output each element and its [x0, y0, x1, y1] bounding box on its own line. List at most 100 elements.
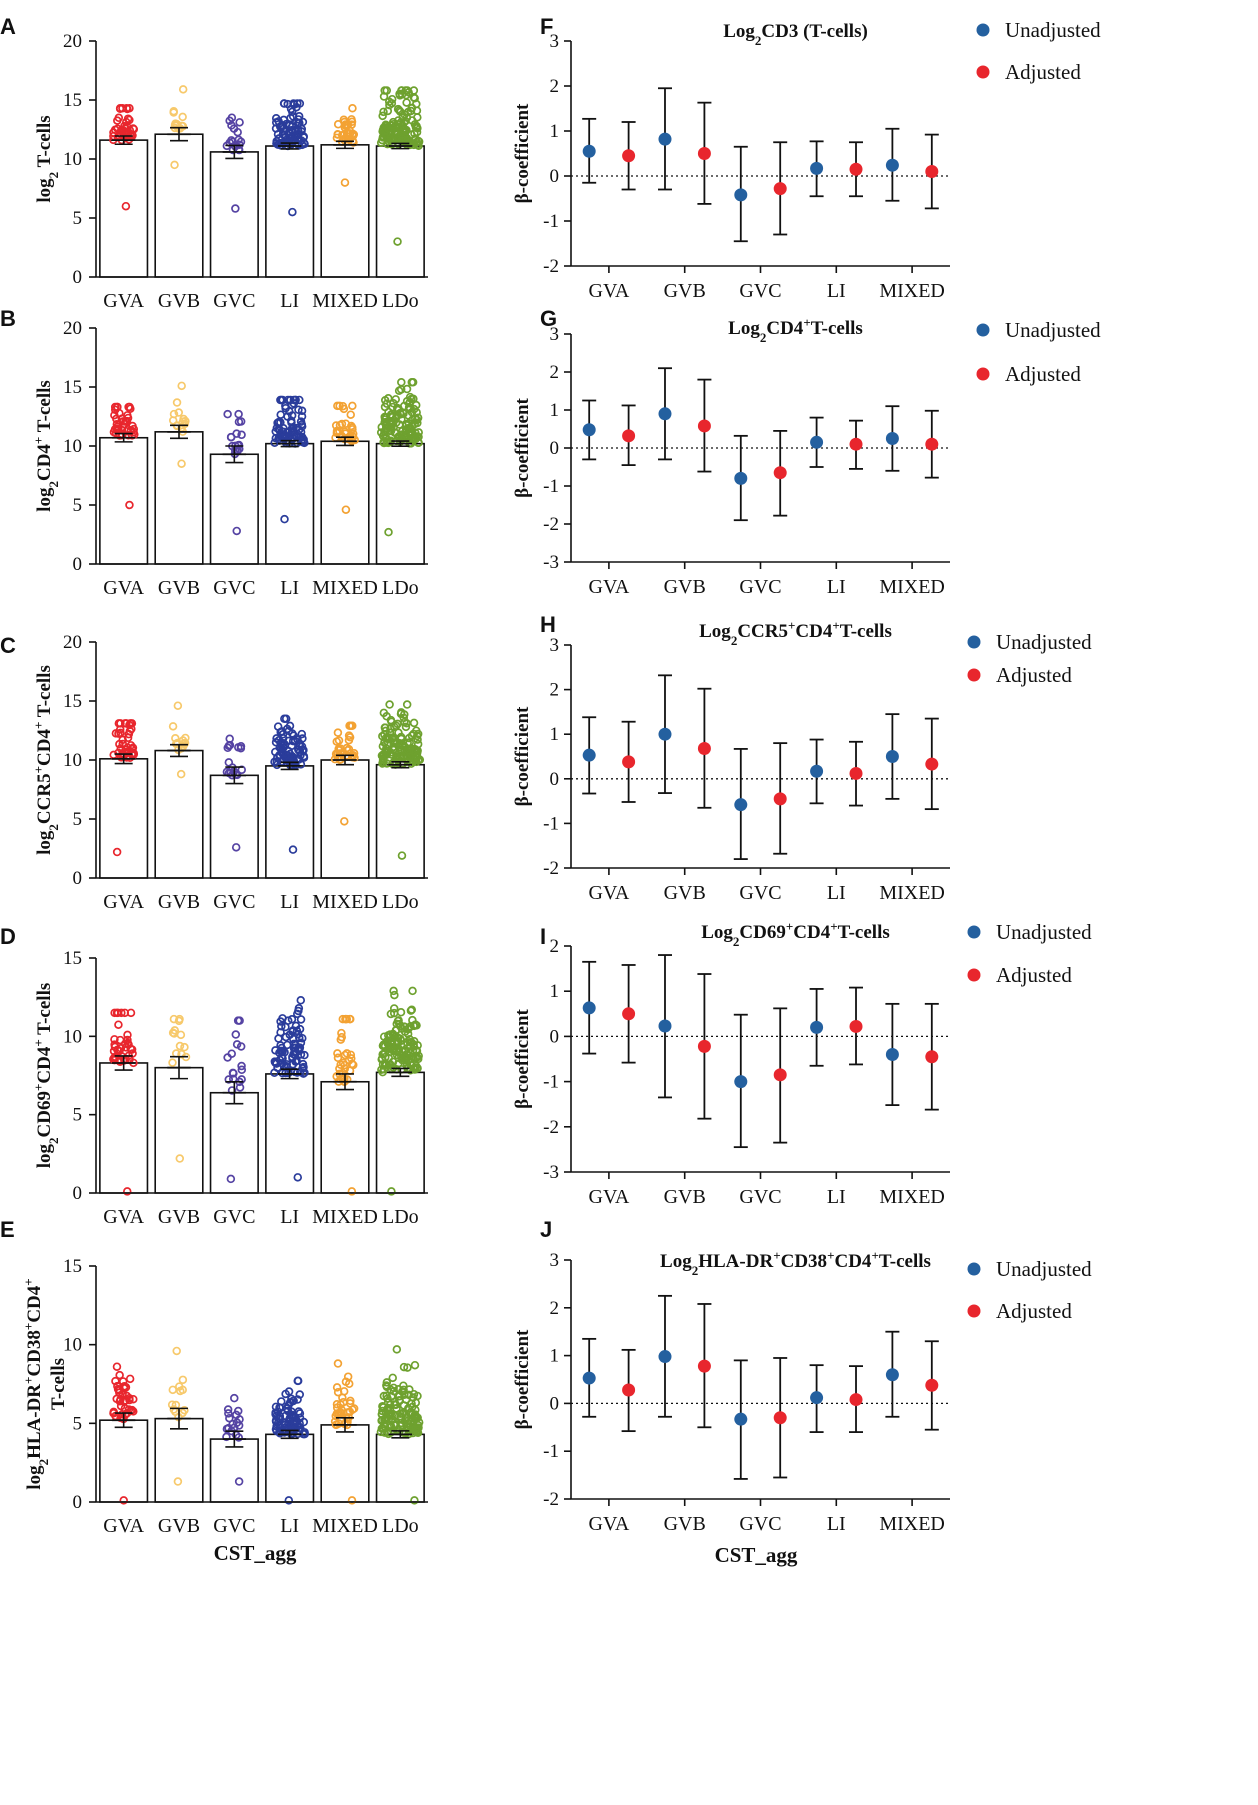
data-point [402, 384, 412, 394]
estimate-point [734, 1075, 748, 1089]
sem-mixed [333, 1073, 357, 1091]
data-point [285, 121, 294, 130]
data-point [296, 1050, 306, 1059]
data-point [396, 709, 406, 719]
data-point [382, 86, 391, 95]
estimate-point [810, 764, 824, 778]
legend-label: Adjusted [1005, 60, 1081, 84]
category-label: LI [280, 1515, 299, 1537]
data-point [393, 237, 402, 246]
data-point [377, 1055, 386, 1064]
data-point [231, 204, 240, 213]
sem-li [277, 1068, 302, 1080]
data-point [291, 1057, 300, 1066]
y-axis-label: β-coefficient [512, 1329, 533, 1429]
data-point [291, 1021, 301, 1031]
data-point [299, 1417, 309, 1427]
data-point [279, 99, 289, 108]
category-label: GVA [103, 1515, 144, 1537]
estimate-point [810, 435, 824, 449]
legend-item-unadjusted: Unadjusted [967, 920, 1092, 944]
data-point [410, 129, 419, 138]
legend-marker [967, 1262, 981, 1276]
series-unadjusted [582, 954, 900, 1149]
data-point [125, 1374, 135, 1384]
data-point [118, 1389, 127, 1399]
data-point [342, 743, 352, 753]
y-tick-label: 1 [550, 400, 560, 421]
y-tick-label: 0 [550, 166, 560, 187]
data-point [400, 1052, 409, 1062]
data-point [389, 739, 398, 748]
data-point [397, 740, 407, 749]
data-point [380, 402, 390, 412]
data-point [121, 201, 131, 211]
data-point [282, 1404, 291, 1413]
data-point [378, 755, 388, 765]
bar-gvc [209, 1091, 259, 1194]
category-label: GVA [589, 280, 630, 302]
sem-ldo [388, 1067, 413, 1078]
y-tick-label: 3 [550, 635, 560, 656]
category-label: GVA [103, 891, 144, 913]
data-point [237, 430, 246, 440]
data-point [333, 1053, 343, 1063]
data-point [277, 1022, 286, 1031]
y-tick-label: 15 [63, 1256, 82, 1277]
data-point [390, 990, 399, 1000]
y-axis-label: log2CCR5+CD4+ T-cells [31, 665, 61, 855]
panel-f: F Log2CD3 (T-cells) -2 -1 0 1 2 3 GVA GVB GVC LI MIX… [512, 14, 1101, 302]
data-point [377, 751, 387, 760]
bar-ldo [375, 442, 425, 565]
bar-li [265, 765, 315, 879]
data-point [231, 1030, 241, 1039]
estimate-point [697, 419, 711, 433]
panel-letter: A [0, 14, 16, 39]
bar-ldo [375, 1071, 425, 1194]
legend-marker [967, 925, 981, 939]
y-tick-label: 0 [550, 1026, 560, 1047]
panel-d: D 0 5 10 15 GVA GVB GVC LI MIXED LDo log2CD69+CD4+ … [0, 924, 428, 1228]
data-point [389, 1421, 399, 1430]
data-point [119, 1496, 128, 1505]
bar-ldo [375, 145, 425, 278]
estimate-point [925, 1050, 939, 1064]
category-label: MIXED [879, 576, 945, 598]
data-point [287, 411, 297, 420]
series-adjusted [621, 964, 939, 1144]
category-label: GVC [213, 290, 255, 312]
data-point [173, 1477, 183, 1486]
estimate-point [810, 161, 824, 175]
data-point [405, 392, 415, 402]
category-label: MIXED [879, 280, 945, 302]
data-point [234, 409, 243, 419]
data-point [234, 1477, 244, 1486]
estimate-point [582, 748, 596, 762]
data-point [341, 505, 351, 514]
x-axis-title-left: CST_agg [214, 1541, 297, 1565]
legend-label: Unadjusted [996, 630, 1092, 654]
legend-label: Adjusted [1005, 362, 1081, 386]
category-label: GVA [589, 882, 630, 904]
category-label: GVB [664, 882, 706, 904]
data-point [413, 113, 422, 122]
points-li [270, 996, 309, 1182]
panel-c: C 0 5 10 15 20 GVA GVB GVC LI MIXED LDo log2CCR5+CD4… [0, 632, 428, 913]
estimate-point [622, 1383, 636, 1397]
data-point [226, 1174, 236, 1184]
data-point [181, 416, 190, 426]
data-point [290, 1416, 300, 1425]
data-point [296, 760, 306, 769]
data-point [117, 1008, 126, 1018]
y-tick-label: 15 [63, 377, 82, 398]
data-point [294, 755, 304, 764]
category-label: MIXED [312, 577, 378, 599]
data-point [223, 743, 232, 753]
data-point [122, 1391, 132, 1401]
category-label: GVC [739, 1186, 781, 1208]
data-point [297, 729, 307, 739]
data-point [296, 996, 306, 1005]
data-point [399, 409, 408, 418]
data-point [178, 112, 187, 122]
data-point [234, 417, 244, 427]
